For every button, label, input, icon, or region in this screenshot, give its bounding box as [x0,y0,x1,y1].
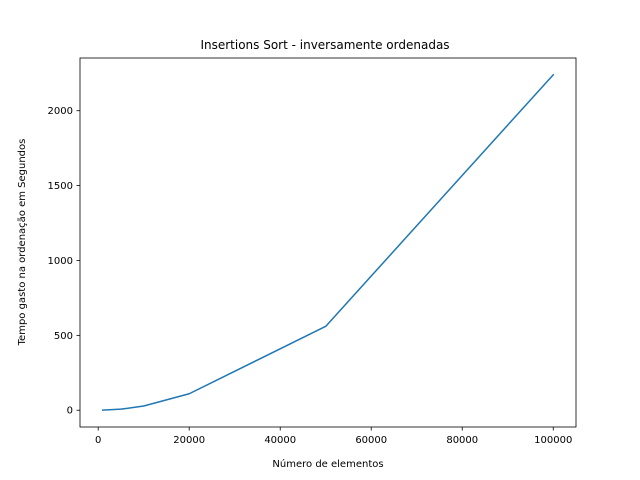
series-line-0 [101,73,555,411]
plot-frame [79,57,577,428]
x-tick-label-2: 40000 [264,435,296,446]
plot-area: 0 20000 40000 60000 80000 100000 0 500 1000 1500 2… [48,57,577,446]
y-tick-label-3: 1500 [48,181,73,192]
x-axis-label: Número de elementos [272,458,383,470]
x-tick-label-1: 20000 [173,435,205,446]
y-tick-label-2: 1000 [48,256,73,267]
x-tick-label-3: 60000 [355,435,387,446]
y-tick-label-1: 500 [54,331,73,342]
x-tick-label-5: 100000 [534,435,572,446]
y-tick-label-4: 2000 [48,106,73,117]
y-axis-label: Tempo gasto na ordenação em Segundos [17,139,28,347]
x-tick-label-4: 80000 [446,435,478,446]
chart-title: Insertions Sort - inversamente ordenadas [200,38,449,52]
x-tick-label-0: 0 [95,435,101,446]
y-tick-label-0: 0 [67,406,73,417]
